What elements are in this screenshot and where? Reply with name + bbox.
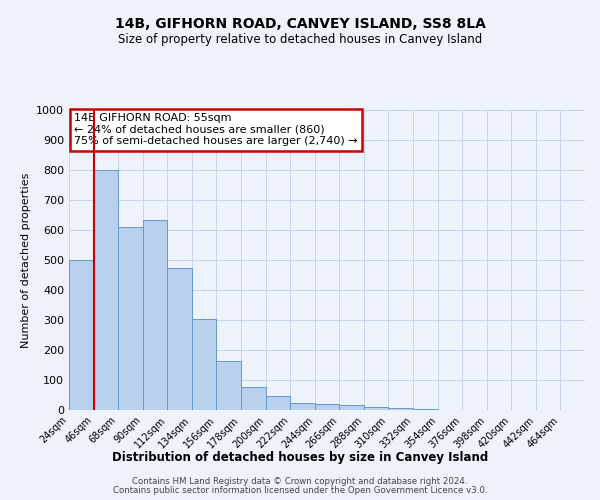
Bar xyxy=(266,396,290,410)
Bar xyxy=(364,407,388,410)
Bar xyxy=(69,260,94,410)
Bar xyxy=(217,362,241,410)
Bar xyxy=(118,227,143,410)
Bar xyxy=(290,404,315,410)
Bar xyxy=(413,409,437,410)
Bar xyxy=(339,404,364,410)
Text: Contains HM Land Registry data © Crown copyright and database right 2024.: Contains HM Land Registry data © Crown c… xyxy=(132,477,468,486)
Text: Contains public sector information licensed under the Open Government Licence v3: Contains public sector information licen… xyxy=(113,486,487,495)
Bar xyxy=(167,268,192,410)
Text: Size of property relative to detached houses in Canvey Island: Size of property relative to detached ho… xyxy=(118,32,482,46)
Text: 14B, GIFHORN ROAD, CANVEY ISLAND, SS8 8LA: 14B, GIFHORN ROAD, CANVEY ISLAND, SS8 8L… xyxy=(115,18,485,32)
Text: 14B GIFHORN ROAD: 55sqm
← 24% of detached houses are smaller (860)
75% of semi-d: 14B GIFHORN ROAD: 55sqm ← 24% of detache… xyxy=(74,113,358,146)
Bar xyxy=(143,220,167,410)
Bar xyxy=(315,404,339,410)
Text: Distribution of detached houses by size in Canvey Island: Distribution of detached houses by size … xyxy=(112,451,488,464)
Bar xyxy=(192,318,217,410)
Bar xyxy=(388,408,413,410)
Y-axis label: Number of detached properties: Number of detached properties xyxy=(20,172,31,348)
Bar xyxy=(241,387,266,410)
Bar xyxy=(94,170,118,410)
